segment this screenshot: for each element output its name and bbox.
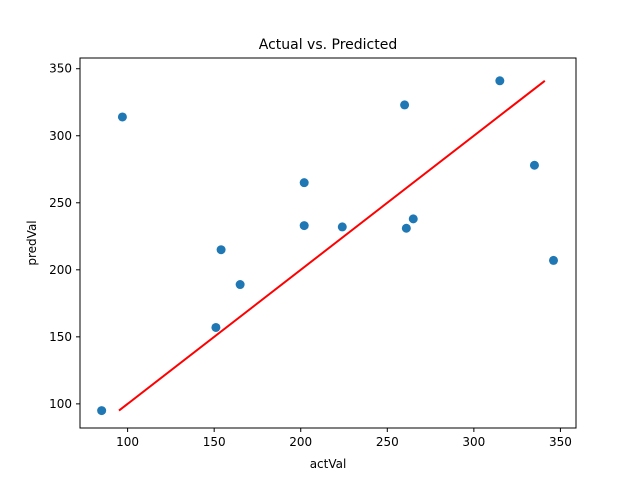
- x-tick-label: 150: [203, 435, 226, 449]
- x-tick-label: 100: [116, 435, 139, 449]
- y-tick-label: 100: [49, 397, 72, 411]
- plot-area: [97, 76, 558, 416]
- y-tick-label: 250: [49, 196, 72, 210]
- y-tick-label: 350: [49, 62, 72, 76]
- axes-frame: [79, 57, 577, 429]
- data-point: [495, 76, 505, 86]
- y-tick-label: 300: [49, 129, 72, 143]
- data-point: [117, 112, 127, 122]
- axis-ticks: 100 150 200 250 300 350 100 150 200 250 300 350: [49, 62, 572, 449]
- data-point: [529, 160, 539, 170]
- data-point: [97, 406, 107, 416]
- data-point: [401, 223, 411, 233]
- y-tick-label: 200: [49, 263, 72, 277]
- x-tick-label: 350: [549, 435, 572, 449]
- data-point: [211, 322, 221, 332]
- data-point: [299, 221, 309, 231]
- x-tick-label: 200: [289, 435, 312, 449]
- chart-title: Actual vs. Predicted: [259, 37, 398, 53]
- data-point: [299, 178, 309, 188]
- y-axis-label: predVal: [25, 220, 39, 265]
- data-point: [235, 280, 245, 290]
- x-tick-label: 250: [376, 435, 399, 449]
- data-point: [337, 222, 347, 232]
- data-point: [548, 255, 558, 265]
- fit-line: [118, 79, 546, 412]
- x-tick-label: 300: [462, 435, 485, 449]
- y-tick-label: 150: [49, 330, 72, 344]
- data-point: [408, 214, 418, 224]
- x-axis-label: actVal: [310, 457, 347, 471]
- data-point: [400, 100, 410, 110]
- data-point: [216, 245, 226, 255]
